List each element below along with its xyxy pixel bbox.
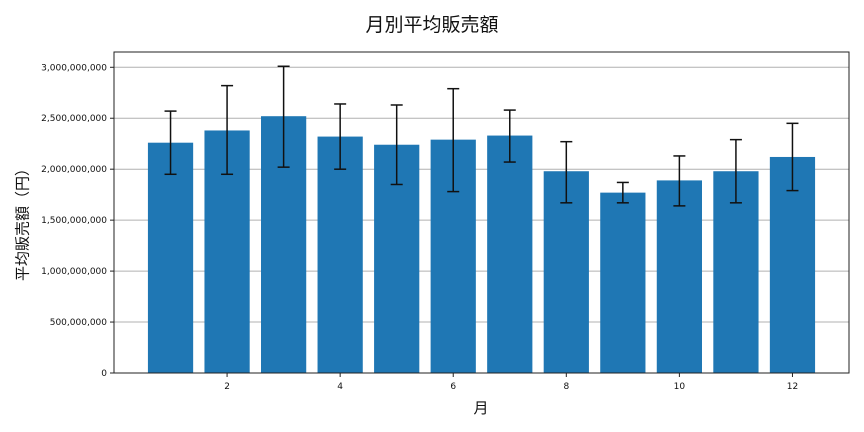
- y-tick-label: 1,000,000,000: [41, 267, 107, 277]
- x-tick-label: 6: [450, 382, 456, 392]
- y-axis-ticks: 0 500,000,000 1,000,000,000 1,500,000,000 2,…: [41, 63, 114, 379]
- error-bars: [164, 65, 799, 207]
- y-tick-label: 3,000,000,000: [41, 63, 107, 73]
- x-tick-label: 10: [674, 382, 686, 392]
- x-axis-label: 月: [473, 399, 489, 417]
- chart-title: 月別平均販売額: [365, 14, 499, 36]
- y-tick-label: 2,000,000,000: [41, 165, 107, 175]
- bar: [147, 142, 194, 373]
- bar: [656, 180, 702, 373]
- y-tick-label: 1,500,000,000: [41, 216, 107, 226]
- bar: [487, 135, 533, 373]
- x-tick-label: 4: [337, 382, 343, 392]
- y-tick-label: 0: [101, 369, 107, 379]
- bars: [147, 116, 816, 373]
- y-tick-label: 2,500,000,000: [41, 114, 107, 124]
- bar: [543, 171, 589, 373]
- x-tick-label: 12: [787, 382, 798, 392]
- x-tick-label: 8: [563, 382, 569, 392]
- bar: [769, 156, 816, 373]
- plot-frame: [113, 51, 850, 374]
- x-axis-ticks: 2 4 6 8 10 12: [224, 373, 798, 392]
- y-tick-label: 500,000,000: [50, 318, 108, 328]
- bar: [317, 136, 363, 373]
- x-tick-label: 2: [224, 382, 230, 392]
- bar: [600, 192, 646, 373]
- bar: [713, 171, 759, 373]
